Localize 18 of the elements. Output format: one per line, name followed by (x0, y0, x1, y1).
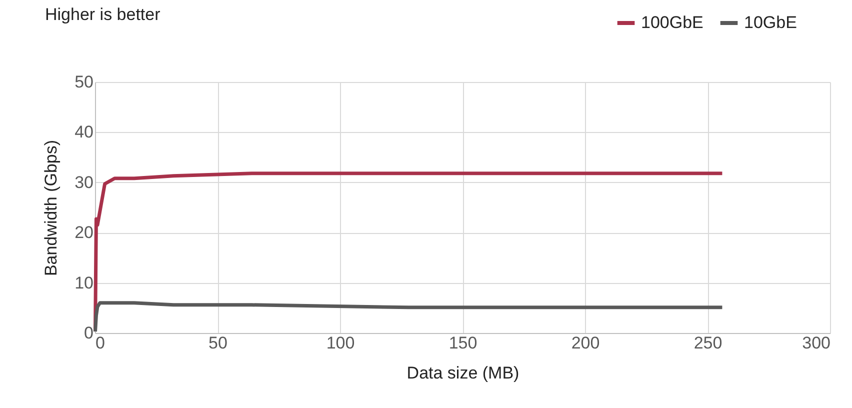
x-tick-label: 150 (448, 334, 478, 352)
y-tick-label: 30 (74, 172, 94, 192)
x-tick-label: 200 (571, 334, 600, 352)
x-tick-label: 100 (326, 334, 355, 352)
x-axis-title: Data size (MB) (406, 364, 520, 382)
chart-title: Higher is better (45, 5, 161, 24)
legend-label: 10GbE (744, 13, 797, 32)
x-tick-label: 50 (208, 334, 228, 352)
y-tick-label: 20 (74, 223, 94, 242)
legend-label: 100GbE (641, 13, 704, 32)
y-tick-label: 40 (74, 122, 94, 142)
x-tick-label: 0 (96, 334, 105, 352)
y-tick-label: 10 (74, 273, 94, 292)
line-series (93, 301, 724, 334)
y-axis-title: Bandwidth (Gbps) (42, 140, 61, 276)
x-tick-label: 250 (694, 334, 722, 352)
y-tick-label: 50 (74, 72, 94, 92)
x-tick-label: 300 (802, 334, 830, 352)
